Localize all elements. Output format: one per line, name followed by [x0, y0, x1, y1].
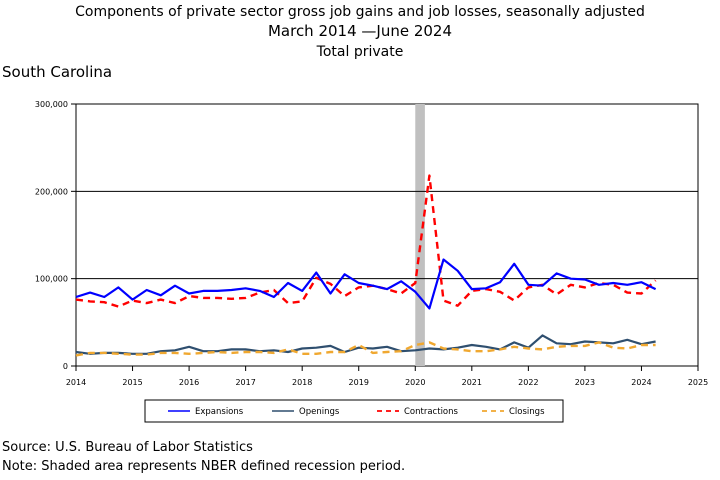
recession-shading [415, 104, 425, 366]
plot-frame [75, 103, 699, 367]
x-tick-label: 2016 [179, 378, 199, 387]
legend-label-openings: Openings [299, 407, 340, 417]
x-tick-label: 2022 [518, 378, 538, 387]
x-tick-label: 2021 [462, 378, 482, 387]
x-tick-label: 2014 [66, 378, 86, 387]
legend [144, 399, 564, 423]
series-line-contractions [75, 174, 657, 308]
series-line-openings [75, 334, 656, 355]
grid-layer [76, 190, 698, 280]
y-tick-label: 200,000 [35, 187, 68, 196]
x-tick-label: 2025 [688, 378, 708, 387]
recession-note: Note: Shaded area represents NBER define… [2, 459, 406, 474]
y-tick-label: 100,000 [35, 275, 68, 284]
x-tick-label: 2015 [122, 378, 142, 387]
recession-layer [415, 104, 425, 366]
y-tick-label: 300,000 [35, 100, 68, 109]
series-line-expansions [75, 258, 657, 310]
series-line-closings [75, 341, 656, 357]
axis-layer: 0 100,000 200,000 300,000 2014 2015 2016 2017 20… [35, 100, 708, 387]
x-tick-label: 2019 [349, 378, 369, 387]
legend-label-expansions: Expansions [195, 407, 244, 417]
x-tick-label: 2018 [292, 378, 312, 387]
chart-subtitle: Total private [316, 44, 404, 60]
chart-title: Components of private sector gross job g… [75, 4, 645, 20]
chart-period: March 2014 —June 2024 [267, 22, 453, 40]
x-tick-label: 2020 [405, 378, 425, 387]
legend-label-contractions: Contractions [404, 407, 459, 417]
y-tick-label: 0 [63, 362, 68, 371]
x-tick-label: 2023 [575, 378, 595, 387]
x-tick-label: 2024 [631, 378, 651, 387]
source-note: Source: U.S. Bureau of Labor Statistics [2, 440, 253, 455]
region-label: South Carolina [2, 63, 113, 81]
x-tick-label: 2017 [235, 378, 255, 387]
legend-items: Expansions Openings Contractions Closings [168, 407, 545, 417]
legend-label-closings: Closings [509, 407, 545, 417]
series-layer [75, 174, 657, 357]
